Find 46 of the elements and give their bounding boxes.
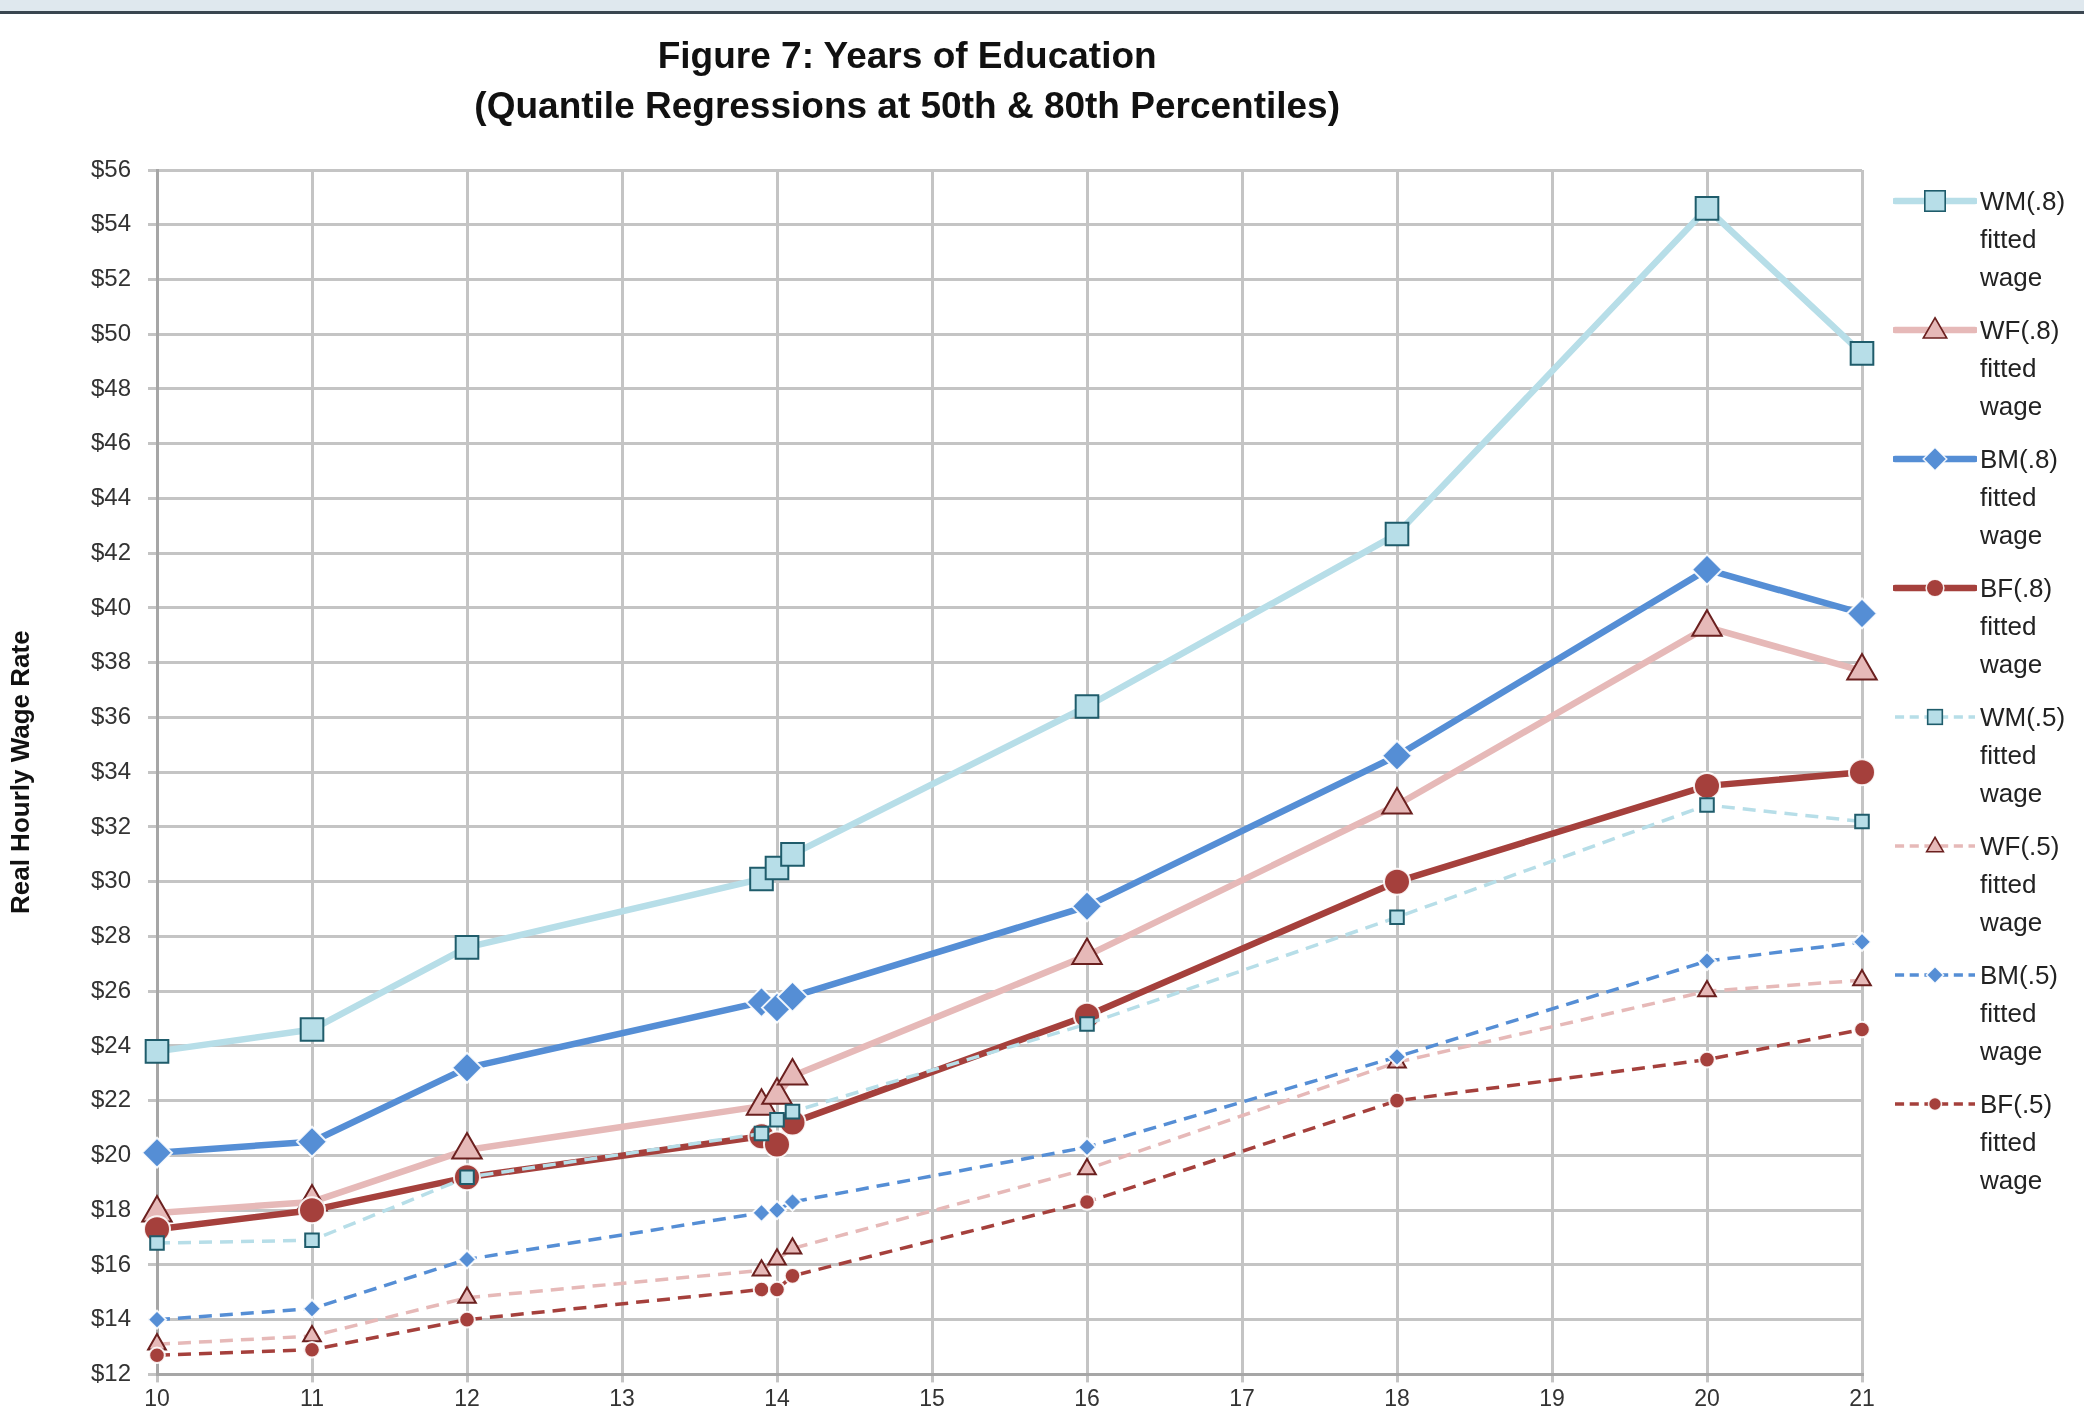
y-axis-title: Real Hourly Wage Rate	[4, 630, 35, 915]
y-tick-label: $48	[90, 373, 131, 401]
x-tick-label: 21	[1849, 1384, 1875, 1411]
legend-label: BM(.8) fitted wage	[1980, 443, 2059, 552]
x-tick-label: 10	[144, 1384, 170, 1411]
x-tick-label: 15	[919, 1384, 945, 1411]
y-tick-label: $26	[90, 975, 131, 1003]
x-tick-label: 13	[609, 1384, 635, 1411]
y-tick-label: $28	[90, 921, 131, 949]
x-tick-label: 19	[1539, 1384, 1565, 1411]
y-tick-label: $18	[90, 1194, 131, 1222]
legend-label: WM(.8) fitted wage	[1980, 185, 2067, 294]
x-tick-label: 17	[1229, 1384, 1255, 1411]
chart-subtitle: (Quantile Regressions at 50th & 80th Percentiles)	[474, 85, 1341, 127]
x-tick-label: 12	[454, 1384, 480, 1411]
y-tick-label: $44	[90, 483, 131, 511]
y-tick-label: $16	[90, 1249, 131, 1277]
y-tick-label: $20	[90, 1140, 131, 1168]
y-tick-label: $54	[90, 209, 131, 237]
x-tick-label: 20	[1694, 1384, 1720, 1411]
y-tick-label: $52	[90, 264, 131, 292]
x-tick-label: 14	[764, 1384, 790, 1411]
y-tick-label: $46	[90, 428, 131, 456]
y-tick-label: $32	[90, 811, 131, 839]
y-tick-label: $22	[90, 1085, 131, 1113]
chart-title: Figure 7: Years of Education	[657, 35, 1157, 77]
legend-label: BM(.5) fitted wage	[1980, 959, 2059, 1068]
y-tick-label: $56	[90, 154, 131, 182]
y-tick-label: $24	[90, 1030, 131, 1058]
x-tick-label: 16	[1074, 1384, 1100, 1411]
y-tick-label: $38	[90, 647, 131, 675]
y-tick-label: $14	[90, 1304, 131, 1332]
y-tick-label: $12	[90, 1359, 131, 1387]
x-tick-label: 11	[300, 1384, 324, 1411]
legend-label: WM(.5) fitted wage	[1980, 701, 2067, 810]
legend-label: WF(.8) fitted wage	[1980, 314, 2061, 423]
y-tick-label: $42	[90, 537, 131, 565]
legend-label: BF(.5) fitted wage	[1980, 1088, 2054, 1197]
y-tick-label: $50	[90, 318, 131, 346]
y-tick-label: $40	[90, 592, 131, 620]
legend-label: WF(.5) fitted wage	[1980, 830, 2061, 939]
y-tick-label: $36	[90, 702, 131, 730]
y-tick-label: $34	[90, 756, 131, 784]
x-tick-label: 18	[1384, 1384, 1410, 1411]
legend-label: BF(.8) fitted wage	[1980, 572, 2054, 681]
y-tick-label: $30	[90, 866, 131, 894]
